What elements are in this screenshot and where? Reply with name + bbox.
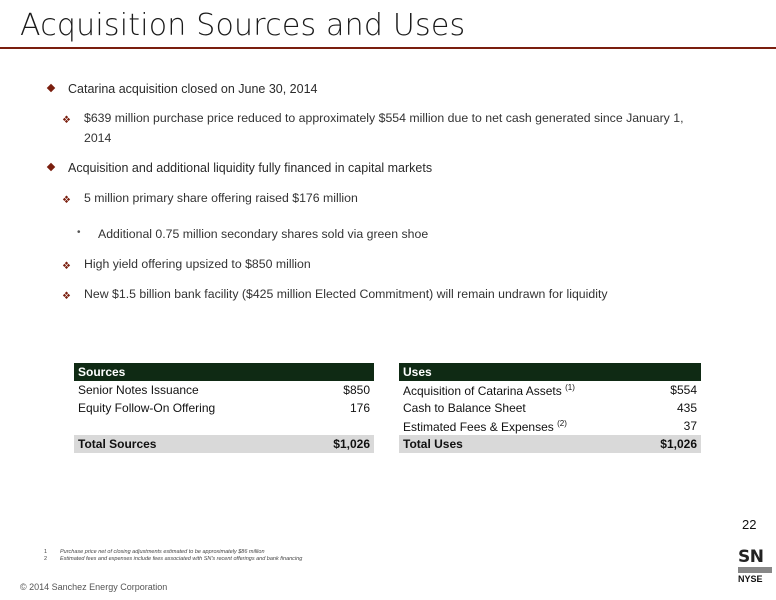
- bullet-text-line2: 2014: [84, 128, 704, 148]
- page-number: 22: [742, 517, 756, 532]
- page-title: Acquisition Sources and Uses: [20, 8, 465, 43]
- diamond-outline-bullet-icon: ❖: [62, 111, 71, 131]
- uses-total-row: Total Uses $1,026: [399, 435, 701, 453]
- bullet-green-shoe: • Additional 0.75 million secondary shar…: [98, 227, 428, 241]
- title-divider: [0, 47, 776, 49]
- ticker-text: SN: [738, 549, 772, 566]
- listed-band: [738, 567, 772, 573]
- use-label: Cash to Balance Sheet: [403, 401, 526, 415]
- use-value: 435: [641, 399, 701, 417]
- bullet-text: New $1.5 billion bank facility ($425 mil…: [84, 287, 608, 301]
- sources-header: Sources: [74, 363, 374, 381]
- nyse-sn-logo: SN NYSE: [738, 549, 772, 593]
- bullet-text: Acquisition and additional liquidity ful…: [68, 161, 432, 175]
- footnote-ref: (1): [565, 383, 575, 392]
- bullet-high-yield: ❖ High yield offering upsized to $850 mi…: [84, 254, 704, 274]
- table-row-empty: [74, 417, 374, 435]
- source-label: Senior Notes Issuance: [74, 381, 303, 399]
- sources-total-row: Total Sources $1,026: [74, 435, 374, 453]
- diamond-outline-bullet-icon: ❖: [62, 191, 71, 211]
- use-value: $554: [641, 381, 701, 399]
- total-label: Total Uses: [399, 435, 641, 453]
- table-row: Estimated Fees & Expenses (2) 37: [399, 417, 701, 435]
- diamond-bullet-icon: [47, 163, 55, 171]
- total-value: $1,026: [641, 435, 701, 453]
- bullet-bank-facility: ❖ New $1.5 billion bank facility ($425 m…: [84, 284, 704, 304]
- bullet-share-offering: ❖ 5 million primary share offering raise…: [84, 188, 704, 208]
- exchange-text: NYSE: [738, 574, 772, 584]
- total-label: Total Sources: [74, 435, 303, 453]
- table-row: Acquisition of Catarina Assets (1) $554: [399, 381, 701, 399]
- use-label: Estimated Fees & Expenses: [403, 420, 554, 434]
- dot-bullet-icon: •: [77, 227, 81, 238]
- diamond-bullet-icon: [47, 84, 55, 92]
- use-value: 37: [641, 417, 701, 435]
- uses-table: Uses Acquisition of Catarina Assets (1) …: [399, 363, 701, 453]
- bullet-financing: Acquisition and additional liquidity ful…: [68, 161, 432, 175]
- source-label: Equity Follow-On Offering: [74, 399, 303, 417]
- source-value: $850: [303, 381, 374, 399]
- use-label: Acquisition of Catarina Assets: [403, 384, 562, 398]
- source-value: 176: [303, 399, 374, 417]
- bullet-catarina-closed: Catarina acquisition closed on June 30, …: [68, 82, 317, 96]
- bullet-text: Additional 0.75 million secondary shares…: [98, 227, 428, 241]
- table-row: Senior Notes Issuance $850: [74, 381, 374, 399]
- bullet-text-line1: $639 million purchase price reduced to a…: [84, 108, 704, 128]
- sources-table: Sources Senior Notes Issuance $850 Equit…: [74, 363, 374, 453]
- copyright: © 2014 Sanchez Energy Corporation: [20, 582, 167, 592]
- diamond-outline-bullet-icon: ❖: [62, 257, 71, 277]
- uses-header: Uses: [399, 363, 701, 381]
- total-value: $1,026: [303, 435, 374, 453]
- bullet-text: Catarina acquisition closed on June 30, …: [68, 82, 317, 96]
- bullet-text: High yield offering upsized to $850 mill…: [84, 257, 311, 271]
- bullet-text: 5 million primary share offering raised …: [84, 191, 358, 205]
- table-row: Equity Follow-On Offering 176: [74, 399, 374, 417]
- footnote-ref: (2): [557, 419, 567, 428]
- diamond-outline-bullet-icon: ❖: [62, 287, 71, 307]
- table-row: Cash to Balance Sheet 435: [399, 399, 701, 417]
- bullet-purchase-price: ❖ $639 million purchase price reduced to…: [84, 108, 704, 148]
